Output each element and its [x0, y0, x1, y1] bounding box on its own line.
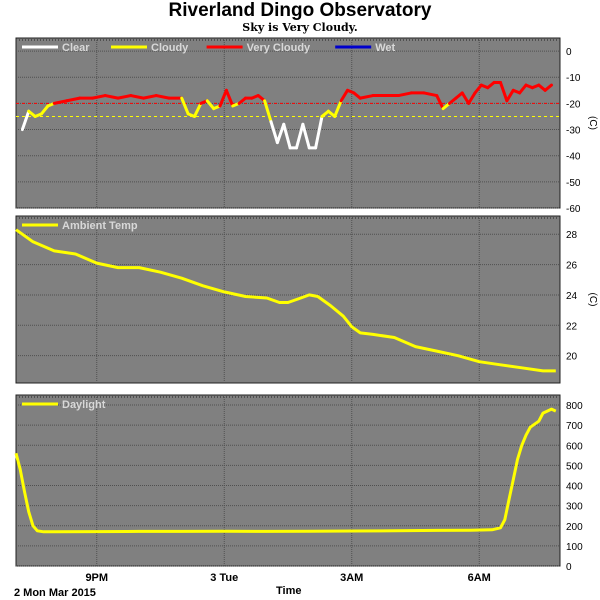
sky-line-segment: [339, 88, 349, 103]
panel-background: [15, 394, 561, 567]
y-tick-label: 26: [566, 261, 578, 272]
sky-line-segment: [460, 91, 471, 105]
sky-line-segment: [65, 96, 82, 103]
sky-line-segment: [263, 99, 273, 124]
y-tick-label: 0: [566, 562, 572, 573]
series-line: [14, 407, 557, 534]
y-tick-label: -30: [566, 126, 581, 137]
sky-line-segment: [505, 88, 515, 103]
y-tick-label: 24: [566, 291, 578, 302]
chart-panel-1: 0 -10 -20 -30 -40 -50 -60 (C) Clear Cloudy Very Cl…: [15, 37, 598, 215]
sky-line-segment: [282, 122, 292, 150]
page-subtitle: Sky is Very Cloudy.: [242, 21, 358, 34]
y-tick-label: -40: [566, 152, 581, 163]
sky-line-segment: [435, 94, 445, 111]
panel-background: [15, 215, 561, 384]
y-tick-label: -60: [566, 204, 581, 215]
y-axis-label: (C): [587, 293, 598, 307]
x-tick-label: 9PM: [85, 572, 108, 584]
sky-line-segment: [103, 94, 120, 100]
y-tick-label: 100: [566, 542, 583, 553]
y-tick-label: 300: [566, 502, 583, 513]
sky-line-segment: [40, 104, 50, 116]
sky-line-segment: [543, 83, 553, 92]
legend-label: Daylight: [62, 399, 106, 411]
sky-line-segment: [218, 88, 228, 108]
y-tick-label: 20: [566, 352, 578, 363]
sky-line-segment: [518, 83, 528, 95]
sky-line-segment: [422, 91, 439, 98]
panel-background: [15, 37, 561, 209]
y-tick-label: -50: [566, 178, 581, 189]
page-title: Riverland Dingo Observatory: [168, 0, 432, 21]
sky-line-segment: [333, 99, 343, 118]
sky-line-segment: [499, 80, 509, 103]
y-tick-label: 200: [566, 522, 583, 533]
sky-line-segment: [116, 94, 133, 100]
legend-label: Cloudy: [151, 42, 189, 54]
legend-label: Ambient Temp: [62, 220, 138, 232]
y-tick-label: 28: [566, 230, 578, 241]
y-tick-label: -20: [566, 99, 581, 110]
sky-line-segment: [142, 94, 158, 100]
sky-line-segment: [295, 122, 305, 150]
sky-line-segment: [473, 83, 483, 95]
sky-line-segment: [129, 94, 145, 100]
sky-line-segment: [91, 94, 107, 100]
legend-label: Clear: [62, 42, 90, 54]
y-tick-label: -10: [566, 73, 581, 84]
sky-line-segment: [358, 94, 375, 100]
sky-line-segment: [301, 122, 311, 150]
x-axis-title: Time: [276, 585, 301, 597]
y-tick-label: 600: [566, 441, 583, 452]
sky-line-segment: [275, 122, 286, 145]
y-axis-label: (C): [587, 116, 598, 130]
y-tick-label: 500: [566, 461, 583, 472]
sky-line-segment: [314, 114, 324, 150]
y-tick-label: 0: [566, 47, 572, 58]
legend-label: Wet: [375, 42, 395, 54]
sky-line-segment: [154, 94, 171, 100]
sky-line-segment: [20, 109, 31, 132]
sky-line-segment: [180, 96, 190, 116]
sky-line-segment: [397, 91, 413, 98]
sky-line-segment: [193, 101, 203, 118]
x-tick-label: 3AM: [340, 572, 363, 584]
y-tick-label: 700: [566, 421, 583, 432]
sky-line-segment: [224, 88, 235, 108]
series-line: [15, 228, 556, 373]
footer-date: 2 Mon Mar 2015: [14, 587, 96, 599]
y-tick-label: 400: [566, 482, 583, 493]
x-tick-label: 6AM: [468, 572, 491, 584]
sky-line-segment: [467, 91, 477, 105]
legend-label: Very Cloudy: [247, 42, 311, 54]
x-tick-label: 3 Tue: [210, 572, 238, 584]
sky-line-segment: [269, 120, 279, 145]
y-tick-label: 800: [566, 401, 583, 412]
chart-panel-3: 800 700 600 500 400 300 200 100 0 Daylight: [14, 394, 583, 573]
y-tick-label: 22: [566, 321, 578, 332]
chart-panel-2: 28 26 24 22 20 (C) Ambient Temp: [15, 215, 598, 384]
sky-line-segment: [52, 99, 69, 105]
sky-line-segment: [205, 99, 216, 111]
